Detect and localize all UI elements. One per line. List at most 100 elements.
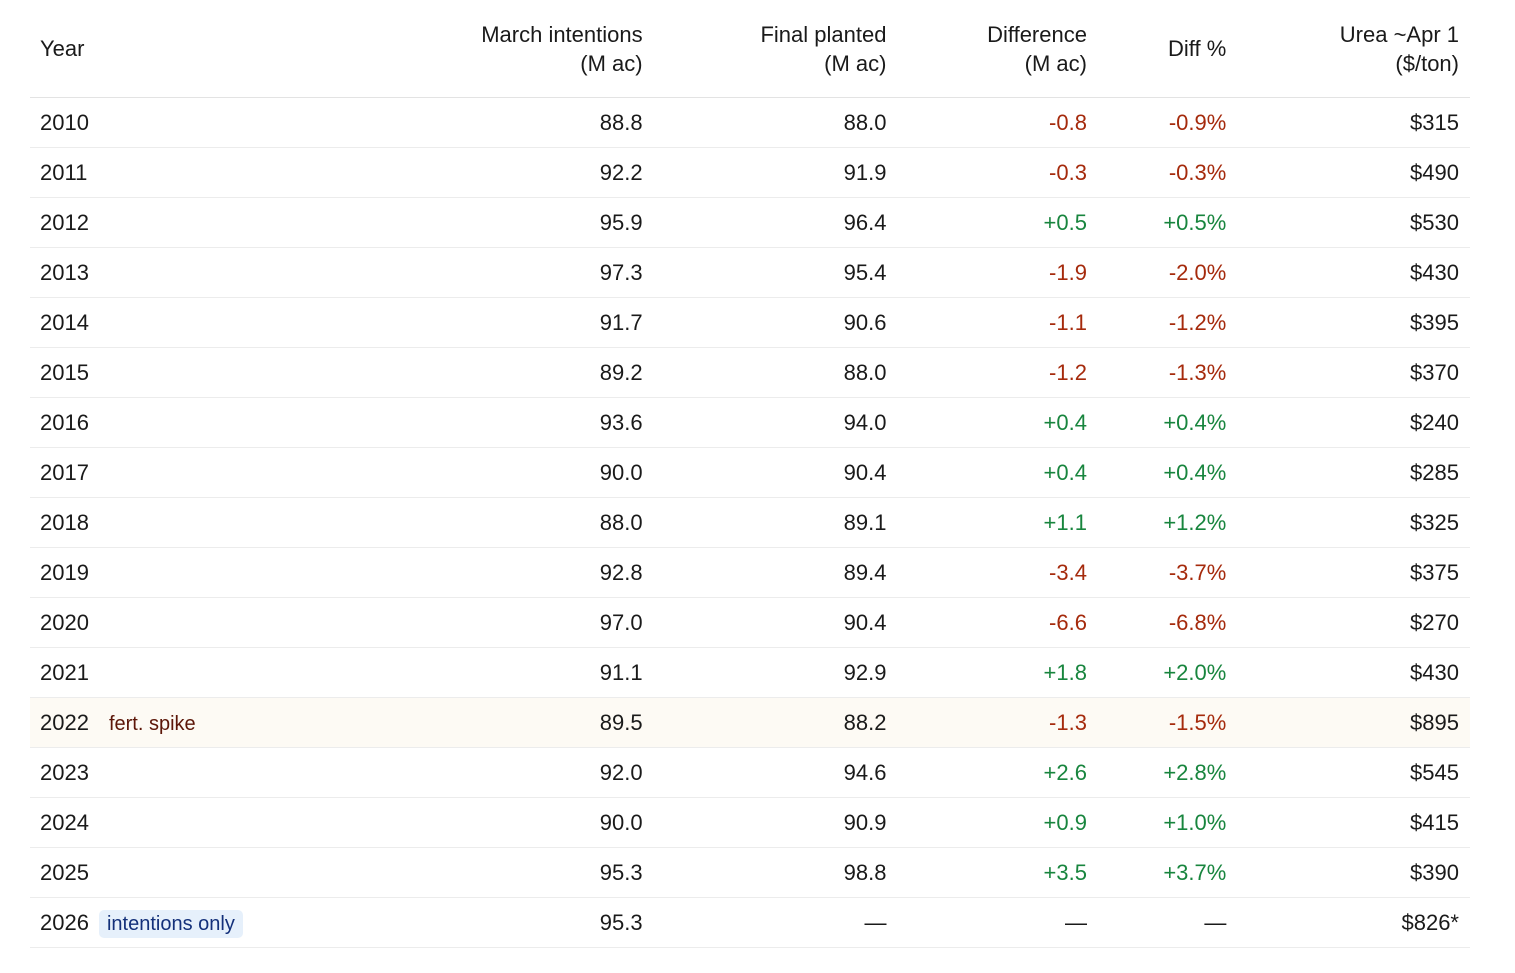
- cell-value: 88.0: [843, 109, 887, 135]
- table-cell: 90.0: [351, 797, 654, 848]
- cell-value: 96.4: [843, 209, 887, 235]
- cell-value: $270: [1410, 609, 1459, 635]
- cell-value: $490: [1410, 159, 1459, 185]
- table-cell: $490: [1237, 147, 1470, 198]
- table-cell: 92.0: [351, 747, 654, 798]
- year: 2015: [40, 359, 89, 385]
- table-cell: 88.0: [653, 347, 898, 398]
- table-cell: 94.0: [653, 397, 898, 448]
- table-cell: +2.6: [897, 747, 1098, 798]
- table-cell: 92.8: [351, 547, 654, 598]
- table-cell: -1.2: [897, 347, 1098, 398]
- table-cell: -1.1: [897, 297, 1098, 348]
- cell-value: —: [1204, 909, 1227, 935]
- cell-value: 90.4: [843, 459, 887, 485]
- table-cell: -1.5%: [1097, 697, 1238, 748]
- table-cell: -0.9%: [1097, 97, 1238, 148]
- table-cell: 2011: [30, 147, 351, 198]
- table-cell: +0.4: [897, 447, 1098, 498]
- table-cell: 92.9: [653, 647, 898, 698]
- row-tag: intentions only: [98, 909, 243, 938]
- cell-value: 90.4: [843, 609, 887, 635]
- year: 2024: [40, 809, 89, 835]
- year: 2023: [40, 759, 89, 785]
- table-cell: 2012: [30, 197, 351, 248]
- table-cell: -1.9: [897, 247, 1098, 298]
- table-cell: 97.0: [351, 597, 654, 648]
- cell-value: 88.0: [843, 359, 887, 385]
- table-cell: 2014: [30, 297, 351, 348]
- table-cell: 90.9: [653, 797, 898, 848]
- table-cell: 95.9: [351, 197, 654, 248]
- table-row: 2014 91.7 90.6 -1.1 -1.2% $395: [30, 297, 1470, 348]
- cell-value: +0.5: [1043, 209, 1087, 235]
- cell-value: +2.8%: [1163, 759, 1227, 785]
- cell-value: 91.1: [599, 659, 643, 685]
- table-cell: -0.3: [897, 147, 1098, 198]
- table-cell: 95.4: [653, 247, 898, 298]
- cell-value: 92.2: [599, 159, 643, 185]
- table-cell: 2016: [30, 397, 351, 448]
- cell-value: $325: [1410, 509, 1459, 535]
- table-cell: -1.2%: [1097, 297, 1238, 348]
- table-cell: 90.4: [653, 447, 898, 498]
- table-cell: -0.3%: [1097, 147, 1238, 198]
- table-cell: 2010: [30, 97, 351, 148]
- table-cell: 93.6: [351, 397, 654, 448]
- cell-value: -3.7%: [1168, 559, 1227, 585]
- column-label: Urea ~Apr 1: [1339, 21, 1459, 47]
- cell-value: 95.9: [599, 209, 643, 235]
- table-cell: $370: [1237, 347, 1470, 398]
- table-cell: 89.1: [653, 497, 898, 548]
- cell-value: -0.3%: [1168, 159, 1227, 185]
- table-cell: 91.7: [351, 297, 654, 348]
- cell-value: +1.8: [1043, 659, 1087, 685]
- cell-value: 88.2: [843, 709, 887, 735]
- cell-value: 98.8: [843, 859, 887, 885]
- cell-value: +2.0%: [1163, 659, 1227, 685]
- table-row: 2015 89.2 88.0 -1.2 -1.3% $370: [30, 347, 1470, 398]
- table-row: 2018 88.0 89.1 +1.1 +1.2% $325: [30, 497, 1470, 548]
- cell-value: 92.0: [599, 759, 643, 785]
- table-cell: $415: [1237, 797, 1470, 848]
- cell-value: $826*: [1401, 909, 1459, 935]
- year: 2010: [40, 109, 89, 135]
- table-cell: +0.4%: [1097, 397, 1238, 448]
- cell-value: +1.0%: [1163, 809, 1227, 835]
- cell-value: -6.6: [1049, 609, 1087, 635]
- table-cell: +2.0%: [1097, 647, 1238, 698]
- table-cell: 97.3: [351, 247, 654, 298]
- table-cell: $395: [1237, 297, 1470, 348]
- cell-value: 89.1: [843, 509, 887, 535]
- cell-value: -1.5%: [1168, 709, 1227, 735]
- year: 2012: [40, 209, 89, 235]
- table-cell: +1.8: [897, 647, 1098, 698]
- cell-value: +3.7%: [1163, 859, 1227, 885]
- table-cell: $545: [1237, 747, 1470, 798]
- table-cell: 91.9: [653, 147, 898, 198]
- column-label: March intentions: [481, 21, 643, 47]
- cell-value: $430: [1410, 259, 1459, 285]
- cell-value: $895: [1410, 709, 1459, 735]
- year: 2014: [40, 309, 89, 335]
- column-header: Diff %: [1097, 0, 1238, 98]
- cell-value: 90.9: [843, 809, 887, 835]
- table-row: 2016 93.6 94.0 +0.4 +0.4% $240: [30, 397, 1470, 448]
- table-cell: $826*: [1237, 897, 1470, 948]
- table-row: 2011 92.2 91.9 -0.3 -0.3% $490: [30, 147, 1470, 198]
- table-cell: +3.5: [897, 847, 1098, 898]
- table-cell: 2021: [30, 647, 351, 698]
- table-cell: —: [897, 897, 1098, 948]
- cell-value: -0.3: [1049, 159, 1087, 185]
- table-cell: 2022 fert. spike: [30, 697, 351, 748]
- column-unit: (M ac): [1024, 50, 1087, 76]
- column-unit: (M ac): [824, 50, 887, 76]
- cell-value: -0.8: [1049, 109, 1087, 135]
- table-cell: 2018: [30, 497, 351, 548]
- column-label: Final planted: [760, 21, 887, 47]
- data-table: Year March intentions (M ac) Final planted (…: [30, 0, 1470, 948]
- table-row: 2012 95.9 96.4 +0.5 +0.5% $530: [30, 197, 1470, 248]
- cell-value: -1.3: [1049, 709, 1087, 735]
- cell-value: -1.3%: [1168, 359, 1227, 385]
